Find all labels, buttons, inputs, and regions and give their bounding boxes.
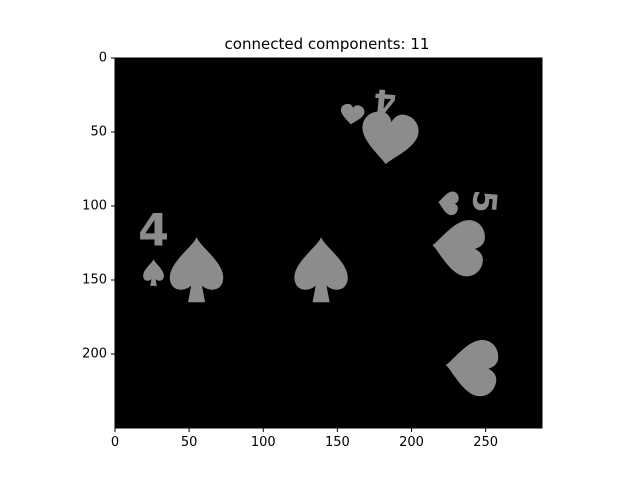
component-heart-8 <box>445 339 499 397</box>
component-spade-1 <box>169 237 224 303</box>
y-tick-label: 100 <box>82 199 107 214</box>
x-tick-label: 150 <box>325 435 350 450</box>
x-axis: 0 50 100 150 200 250 <box>111 428 498 450</box>
component-glyph-9: 4 <box>138 206 169 257</box>
y-axis: 0 50 100 150 200 <box>82 51 115 362</box>
component-heart-7 <box>438 191 459 216</box>
component-glyph-10: 4 <box>372 81 398 121</box>
components-layer: 4 4 5 <box>138 81 504 397</box>
x-tick-label: 50 <box>181 435 198 450</box>
component-glyph-11: 5 <box>464 189 504 215</box>
component-heart-5 <box>340 103 365 125</box>
x-tick-label: 200 <box>399 435 424 450</box>
x-tick-label: 100 <box>251 435 276 450</box>
component-heart-6 <box>432 220 485 277</box>
y-tick-label: 150 <box>82 273 107 288</box>
y-tick-label: 0 <box>99 51 107 66</box>
component-heart-4 <box>362 111 419 165</box>
x-tick-label: 250 <box>473 435 498 450</box>
component-spade-3 <box>143 259 164 286</box>
plot-frame <box>114 57 543 429</box>
chart-title: connected components: 11 <box>225 35 430 53</box>
x-tick-label: 0 <box>111 435 119 450</box>
y-tick-label: 50 <box>90 125 107 140</box>
component-spade-2 <box>294 237 348 303</box>
y-tick-label: 200 <box>82 347 107 362</box>
